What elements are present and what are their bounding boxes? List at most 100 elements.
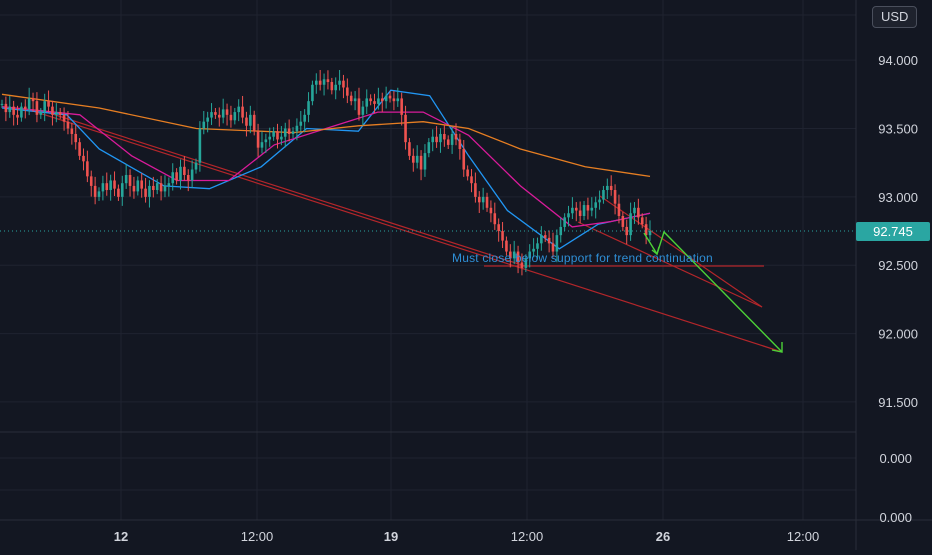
candle-body [613, 190, 617, 204]
currency-selector[interactable]: USD [872, 6, 918, 28]
candle-body [625, 226, 629, 236]
candle-body [51, 106, 54, 115]
candle-body [621, 216, 625, 227]
candle-body [155, 183, 159, 191]
candle-body [462, 149, 466, 170]
candle-body [427, 142, 431, 154]
candle-body [43, 101, 46, 113]
candle-body [55, 112, 58, 115]
candle-body [443, 133, 446, 140]
candle-body [20, 106, 23, 118]
candle-body [27, 98, 31, 110]
candle-body [97, 191, 101, 197]
candle-body [602, 190, 605, 200]
candle-body [606, 185, 609, 191]
candle-body [505, 240, 508, 252]
candle-body [342, 80, 345, 88]
arrowhead-icon [771, 342, 783, 353]
time-tick-label: 12:00 [511, 529, 544, 544]
candle-body [466, 169, 469, 177]
candle-body [369, 98, 372, 102]
candle-body [485, 196, 489, 208]
candle-body [377, 98, 380, 104]
candle-body [415, 155, 419, 163]
candle-body [318, 80, 322, 85]
candle-body [598, 199, 601, 203]
candle-body [307, 101, 310, 115]
trendlines-layer [29, 109, 783, 353]
candle-body [23, 106, 27, 110]
candle-body [586, 205, 590, 211]
candle-body [590, 207, 594, 211]
price-tick-label: 93.000 [878, 190, 918, 205]
chart-annotation: Must close below support for trend conti… [452, 251, 713, 265]
candle-body [260, 142, 264, 148]
candle-body [640, 217, 644, 225]
price-axis-labels: 94.000 93.500 93.000 92.500 92.000 91.500 [878, 53, 918, 410]
candle-body [12, 106, 15, 115]
candle-body [214, 112, 217, 115]
time-tick-label: 19 [384, 529, 398, 544]
candle-body [578, 210, 582, 216]
candle-body [241, 106, 244, 118]
candle-body [563, 217, 566, 227]
time-tick-label: 12:00 [787, 529, 820, 544]
candle-body [384, 95, 388, 102]
candle-body [555, 235, 559, 252]
candle-body [540, 235, 543, 244]
time-axis-labels: 12 12:00 19 12:00 26 12:00 [114, 529, 820, 544]
candle-body [283, 128, 287, 137]
indicator-tick-label: 0.000 [879, 451, 912, 466]
candle-body [396, 98, 400, 102]
candle-body [175, 172, 178, 181]
candle-body [412, 155, 415, 163]
candle-body [249, 114, 252, 126]
moving-average-line [1, 93, 651, 178]
candle-body [152, 185, 155, 191]
candle-body [644, 224, 648, 236]
candle-body [268, 136, 272, 140]
candle-body [287, 128, 291, 134]
candle-body [136, 180, 140, 192]
candle-body [439, 133, 442, 143]
time-tick-label: 12 [114, 529, 128, 544]
candle-body [124, 174, 128, 184]
moving-average-line [1, 89, 651, 250]
candle-body [330, 82, 334, 91]
candle-body [404, 114, 407, 143]
candle-body [140, 180, 143, 189]
arrowhead-small-icon [651, 246, 660, 256]
candle-body [458, 139, 462, 150]
time-tick-label: 12:00 [241, 529, 274, 544]
candle-body [567, 213, 570, 218]
candle-body [291, 131, 295, 134]
time-tick-label: 26 [656, 529, 670, 544]
candle-body [547, 237, 551, 244]
candle-body [311, 84, 314, 102]
candle-body [582, 205, 586, 216]
trendline-lower-red [29, 109, 783, 353]
candle-body [144, 188, 147, 197]
candle-body [353, 98, 357, 102]
candle-body [132, 185, 136, 192]
candle-body [295, 125, 299, 132]
candle-body [446, 139, 450, 145]
candle-body [314, 80, 318, 85]
candle-body [609, 185, 613, 191]
moving-averages-layer [1, 89, 651, 250]
candle-body [245, 117, 248, 126]
candle-body [101, 183, 105, 192]
candle-body [365, 98, 369, 107]
candle-body [516, 251, 520, 263]
candle-body [86, 161, 89, 177]
candle-body [237, 106, 240, 113]
candle-body [128, 174, 132, 186]
candle-body [179, 166, 182, 181]
candle-body [299, 121, 303, 126]
last-price-label: 92.745 [856, 222, 930, 241]
candle-body [206, 117, 209, 122]
candle-body [0, 103, 4, 105]
